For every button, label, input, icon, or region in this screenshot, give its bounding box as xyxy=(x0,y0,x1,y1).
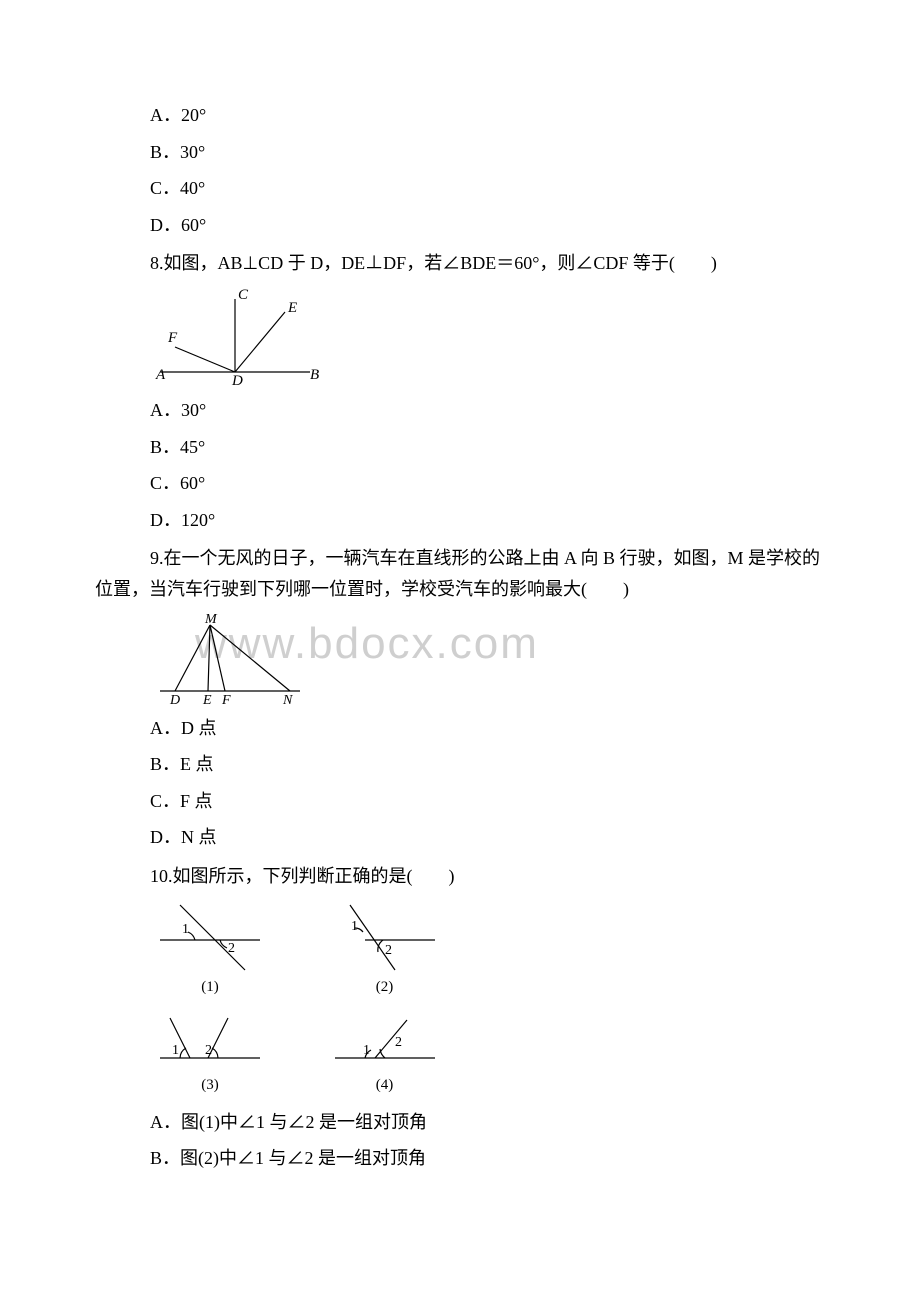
option-text: C．60° xyxy=(150,473,205,493)
label-N: N xyxy=(282,693,293,705)
q10-diagram-row2: 1 2 (3) 1 2 (4) xyxy=(95,1008,825,1099)
option-text: D．120° xyxy=(150,510,215,530)
q7-option-c: C．40° xyxy=(95,173,825,204)
option-text: B．图(2)中∠1 与∠2 是一组对顶角 xyxy=(150,1148,426,1168)
label-B: B xyxy=(310,367,319,383)
label-E: E xyxy=(287,300,297,316)
q9-diagram: M D E F N xyxy=(95,613,825,705)
question-text: 10.如图所示，下列判断正确的是( ) xyxy=(150,866,455,886)
q10-option-a: A．图(1)中∠1 与∠2 是一组对顶角 xyxy=(95,1107,825,1138)
option-text: B．45° xyxy=(150,437,205,457)
label-2: 2 xyxy=(228,941,235,956)
label-D: D xyxy=(169,693,180,705)
option-text: C．F 点 xyxy=(150,791,213,811)
q9-option-d: D．N 点 xyxy=(95,822,825,853)
label-2: 2 xyxy=(205,1043,212,1058)
label-D: D xyxy=(231,373,243,387)
q10-caption3: (3) xyxy=(150,1073,270,1099)
q9-prompt: 9.在一个无风的日子，一辆汽车在直线形的公路上由 A 向 B 行驶，如图，M 是… xyxy=(95,543,825,604)
q8-diagram: A B D C E F xyxy=(95,287,825,387)
label-1: 1 xyxy=(351,919,358,934)
q10-option-b: B．图(2)中∠1 与∠2 是一组对顶角 xyxy=(95,1143,825,1174)
label-1: 1 xyxy=(182,922,189,937)
label-C: C xyxy=(238,287,249,303)
label-F: F xyxy=(221,693,231,705)
label-2: 2 xyxy=(385,943,392,958)
option-text: C．40° xyxy=(150,178,205,198)
option-text: B．30° xyxy=(150,142,205,162)
label-2: 2 xyxy=(395,1035,402,1050)
label-F: F xyxy=(167,330,178,346)
q8-option-c: C．60° xyxy=(95,468,825,499)
option-text: D．60° xyxy=(150,215,206,235)
q10-diagram-row1: 1 2 (1) 1 2 (2) xyxy=(95,900,825,1001)
option-text: A．30° xyxy=(150,400,206,420)
question-text: 9.在一个无风的日子，一辆汽车在直线形的公路上由 A 向 B 行驶，如图，M 是… xyxy=(95,548,820,599)
q8-option-b: B．45° xyxy=(95,432,825,463)
label-1: 1 xyxy=(363,1043,370,1058)
option-text: A．20° xyxy=(150,105,206,125)
q9-option-b: B．E 点 xyxy=(95,749,825,780)
label-1: 1 xyxy=(172,1043,179,1058)
q7-option-d: D．60° xyxy=(95,210,825,241)
q8-prompt: 8.如图，AB⊥CD 于 D，DE⊥DF，若∠BDE＝60°，则∠CDF 等于(… xyxy=(95,248,825,279)
q10-caption1: (1) xyxy=(150,975,270,1001)
q7-option-a: A．20° xyxy=(95,100,825,131)
q10-caption4: (4) xyxy=(325,1073,445,1099)
q8-option-a: A．30° xyxy=(95,395,825,426)
label-A: A xyxy=(155,367,166,383)
q9-option-c: C．F 点 xyxy=(95,786,825,817)
q9-option-a: A．D 点 xyxy=(95,713,825,744)
q10-prompt: 10.如图所示，下列判断正确的是( ) xyxy=(95,861,825,892)
option-text: D．N 点 xyxy=(150,827,217,847)
option-text: A．D 点 xyxy=(150,718,217,738)
q8-option-d: D．120° xyxy=(95,505,825,536)
label-E: E xyxy=(202,693,212,705)
option-text: B．E 点 xyxy=(150,754,214,774)
q10-caption2: (2) xyxy=(325,975,445,1001)
q7-option-b: B．30° xyxy=(95,137,825,168)
label-M: M xyxy=(204,613,218,627)
option-text: A．图(1)中∠1 与∠2 是一组对顶角 xyxy=(150,1112,427,1132)
question-text: 8.如图，AB⊥CD 于 D，DE⊥DF，若∠BDE＝60°，则∠CDF 等于(… xyxy=(150,253,717,273)
